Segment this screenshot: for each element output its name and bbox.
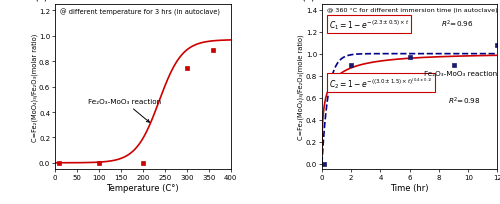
Text: @ different temperature for 3 hrs (in autoclave): @ different temperature for 3 hrs (in au… <box>60 8 220 16</box>
Text: Fe₂O₃-MoO₃ reaction: Fe₂O₃-MoO₃ reaction <box>424 71 497 77</box>
Text: (a): (a) <box>34 0 48 2</box>
X-axis label: Temperature (C°): Temperature (C°) <box>106 183 179 192</box>
Y-axis label: C=Fe₂(MoO₄)₃/Fe₂O₃(mole ratio): C=Fe₂(MoO₄)₃/Fe₂O₃(mole ratio) <box>298 35 304 140</box>
Y-axis label: C=Fe₂(MoO₄)₃/Fe₂O₃(molar ratio): C=Fe₂(MoO₄)₃/Fe₂O₃(molar ratio) <box>31 33 38 141</box>
Text: (b): (b) <box>301 0 315 2</box>
Text: $C_1 = 1 - e^{-(2.3\pm0.5)\times t}$: $C_1 = 1 - e^{-(2.3\pm0.5)\times t}$ <box>329 18 409 32</box>
Text: $C_2 = 1 - e^{-((3.0\pm1.5)\times t)^{(0.4\pm0.1)}}$: $C_2 = 1 - e^{-((3.0\pm1.5)\times t)^{(0… <box>329 76 432 91</box>
Text: $R^2$=0.96: $R^2$=0.96 <box>442 18 474 30</box>
Text: Fe₂O₃-MoO₃ reaction: Fe₂O₃-MoO₃ reaction <box>88 99 161 123</box>
Text: $R^2$=0.98: $R^2$=0.98 <box>448 95 481 107</box>
Text: @ 360 °C for different immersion time (in autoclave): @ 360 °C for different immersion time (i… <box>327 8 498 13</box>
X-axis label: Time (hr): Time (hr) <box>390 183 429 192</box>
